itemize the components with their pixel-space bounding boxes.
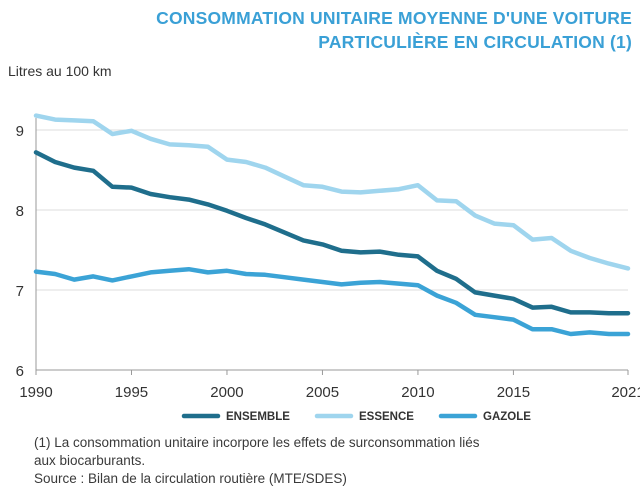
footnote: (1) La consommation unitaire incorpore l… xyxy=(34,434,479,488)
legend: ENSEMBLE ESSENCE GAZOLE xyxy=(181,411,531,423)
chart-title: CONSOMMATION UNITAIRE MOYENNE D'UNE VOIT… xyxy=(32,6,632,54)
series-layer xyxy=(33,113,631,337)
x-tick-label-2010: 2010 xyxy=(401,384,434,401)
y-tick-label-8: 8 xyxy=(16,203,24,220)
footnote-line-1: (1) La consommation unitaire incorpore l… xyxy=(34,435,480,450)
legend-label-essence: ESSENCE xyxy=(359,411,414,423)
y-tick-label-9: 9 xyxy=(16,123,24,140)
source-line: Source : Bilan de la circulation routièr… xyxy=(34,471,347,486)
chart-title-line-2: PARTICULIÈRE EN CIRCULATION (1) xyxy=(318,32,632,52)
x-tick-label-1990: 1990 xyxy=(19,384,52,401)
grid-layer xyxy=(36,129,628,291)
legend-label-gazole: GAZOLE xyxy=(483,411,531,423)
y-tick-label-7: 7 xyxy=(16,283,24,300)
tick-label-layer: 6 7 8 9 1990 1995 2000 2005 2010 2015 2021 xyxy=(16,123,640,401)
axis-layer xyxy=(35,118,629,375)
legend-label-ensemble: ENSEMBLE xyxy=(226,411,290,423)
chart-title-line-1: CONSOMMATION UNITAIRE MOYENNE D'UNE VOIT… xyxy=(156,8,632,28)
x-tick-label-2015: 2015 xyxy=(497,384,530,401)
line-chart: 6 7 8 9 1990 1995 2000 2005 2010 2015 2021 ENSEMBL… xyxy=(16,113,640,423)
series-line-ensemble xyxy=(33,150,631,316)
x-tick-label-2000: 2000 xyxy=(210,384,243,401)
x-tick-label-2021: 2021 xyxy=(611,384,640,401)
y-tick-label-6: 6 xyxy=(16,363,24,380)
footnote-line-2: aux biocarburants. xyxy=(34,453,146,468)
series-line-gazole xyxy=(33,266,631,337)
series-line-essence xyxy=(33,113,631,271)
x-tick-label-2005: 2005 xyxy=(306,384,339,401)
y-axis-title: Litres au 100 km xyxy=(8,63,112,79)
x-tick-label-1995: 1995 xyxy=(115,384,148,401)
